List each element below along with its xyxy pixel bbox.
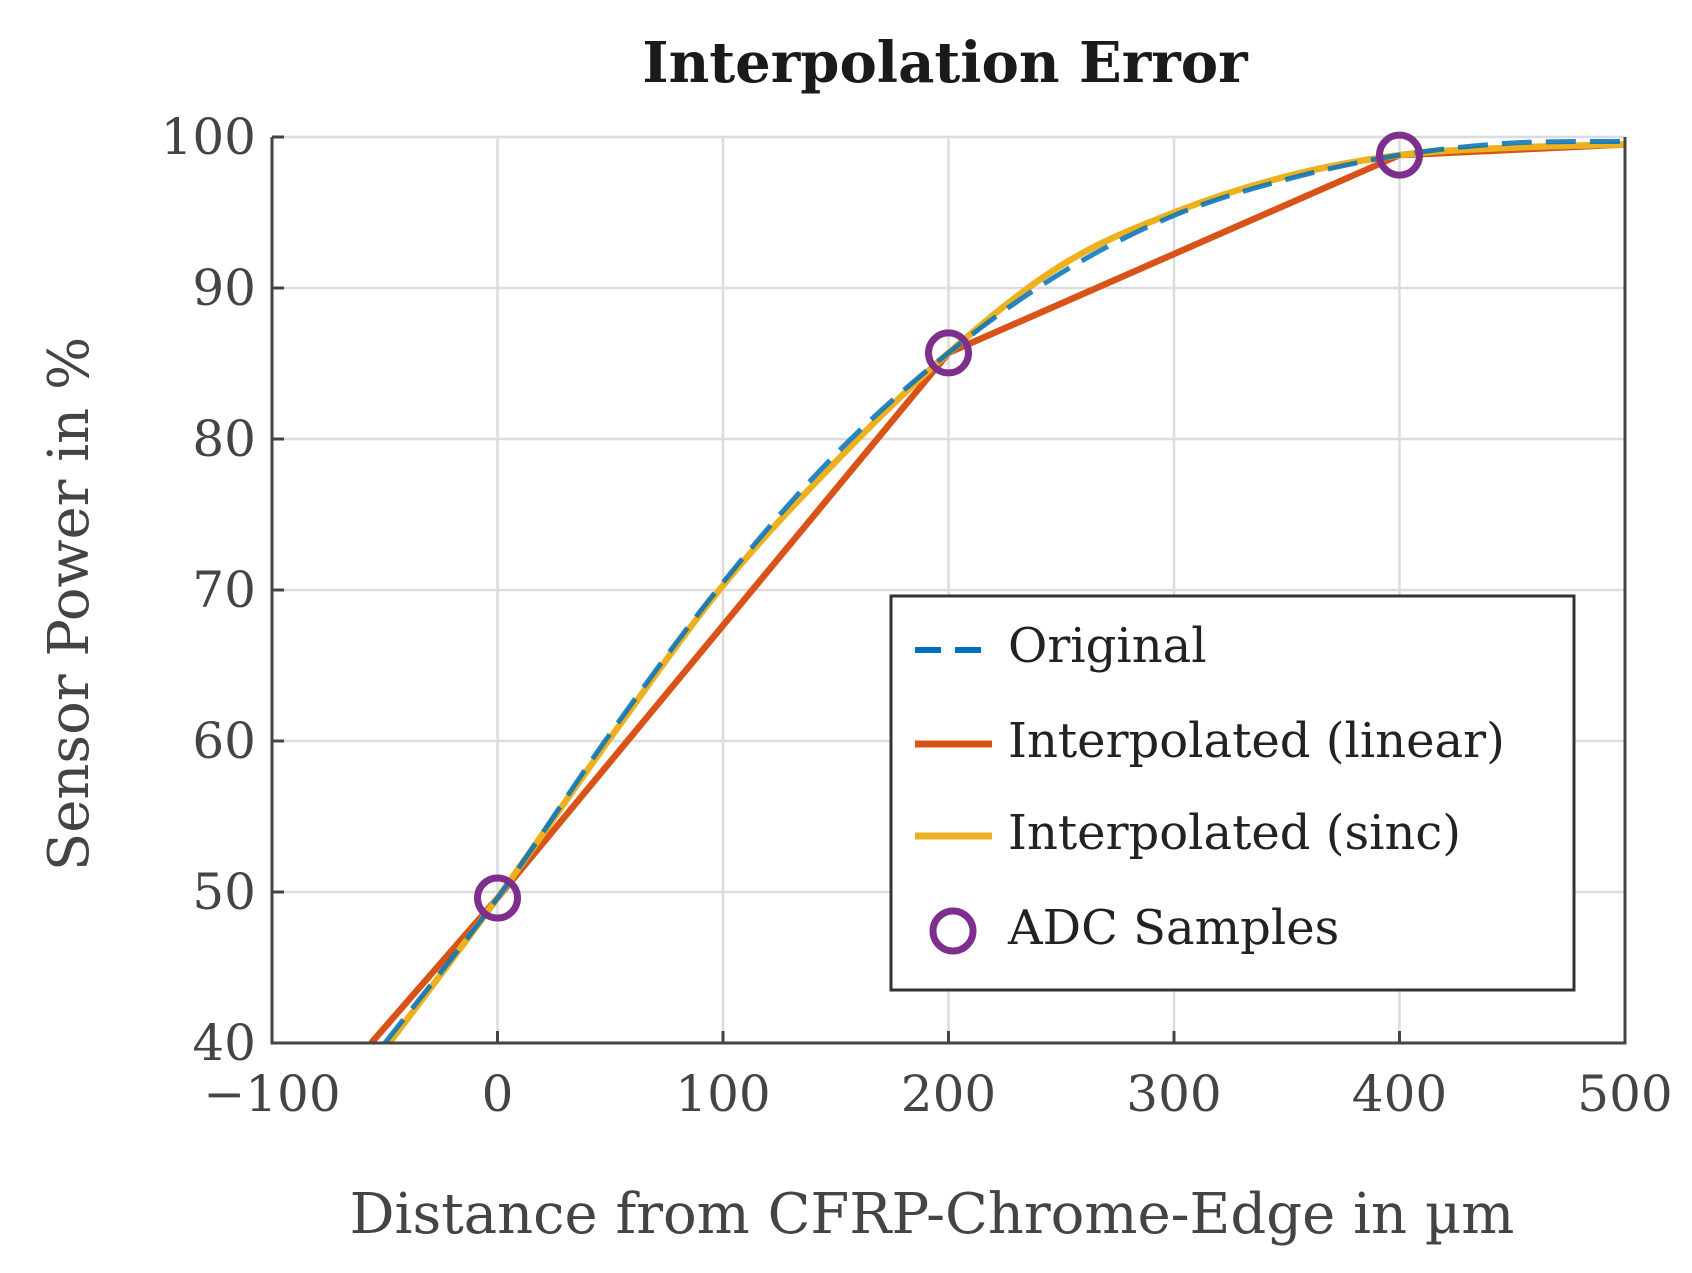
x-tick-label: −100	[203, 1065, 340, 1123]
y-tick-label: 40	[192, 1014, 256, 1072]
y-tick-label: 50	[192, 863, 256, 921]
legend-swatch-adc	[929, 907, 977, 955]
y-axis-title: Sensor Power in %	[37, 337, 102, 871]
y-tick-label: 60	[192, 712, 256, 770]
legend-label-linear: Interpolated (linear)	[1008, 713, 1505, 769]
x-tick-label: 0	[482, 1065, 514, 1123]
legend-box	[889, 594, 1576, 992]
x-tick-label: 400	[1352, 1065, 1447, 1123]
x-axis-title: Distance from CFRP-Chrome-Edge in µm	[350, 1182, 1515, 1247]
x-tick-label: 100	[675, 1065, 770, 1123]
series-line-original	[382, 139, 1626, 1045]
legend: Original Interpolated (linear) Interpola…	[889, 594, 1576, 992]
adc-sample-point	[474, 874, 521, 922]
y-tick-label: 70	[192, 561, 256, 619]
ticks: −100 0 100 200 300 400 500 40 50 60 70 80 90 100	[161, 108, 1673, 1123]
legend-label-sinc: Interpolated (sinc)	[1008, 805, 1461, 861]
y-tick-label: 80	[192, 410, 256, 468]
adc-sample-point	[925, 329, 972, 377]
y-tick-label: 90	[192, 259, 256, 317]
x-tick-label: 300	[1126, 1065, 1221, 1123]
x-tick-label: 200	[901, 1065, 996, 1123]
legend-label-adc: ADC Samples	[1007, 900, 1339, 956]
x-tick-label: 500	[1577, 1065, 1672, 1123]
series-layer	[368, 131, 1626, 1046]
y-tick-label: 100	[161, 108, 256, 166]
chart-title: Interpolation Error	[642, 30, 1249, 96]
legend-label-original: Original	[1008, 618, 1207, 674]
adc-sample-point	[1376, 131, 1423, 179]
